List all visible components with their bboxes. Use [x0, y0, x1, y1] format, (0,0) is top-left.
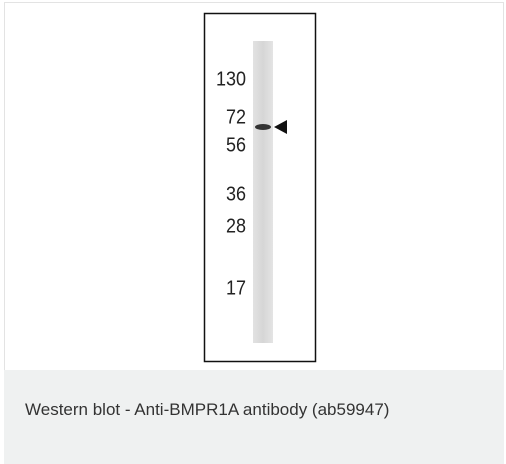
caption: Western blot - Anti-BMPR1A antibody (ab5…	[25, 400, 389, 420]
band	[255, 124, 271, 130]
marker-label: 28	[226, 215, 246, 237]
marker-label: 56	[226, 134, 246, 156]
lane	[253, 41, 273, 343]
page: 130 72 56 36 28 17 Western blot - Anti-B…	[0, 0, 506, 464]
blot-image: 130 72 56 36 28 17	[5, 3, 505, 371]
figure-panel: 130 72 56 36 28 17	[4, 2, 504, 370]
marker-label: 130	[216, 68, 246, 90]
marker-label: 72	[226, 106, 246, 128]
caption-area: Western blot - Anti-BMPR1A antibody (ab5…	[4, 370, 504, 464]
marker-label: 17	[226, 277, 246, 299]
marker-label: 36	[226, 183, 246, 205]
